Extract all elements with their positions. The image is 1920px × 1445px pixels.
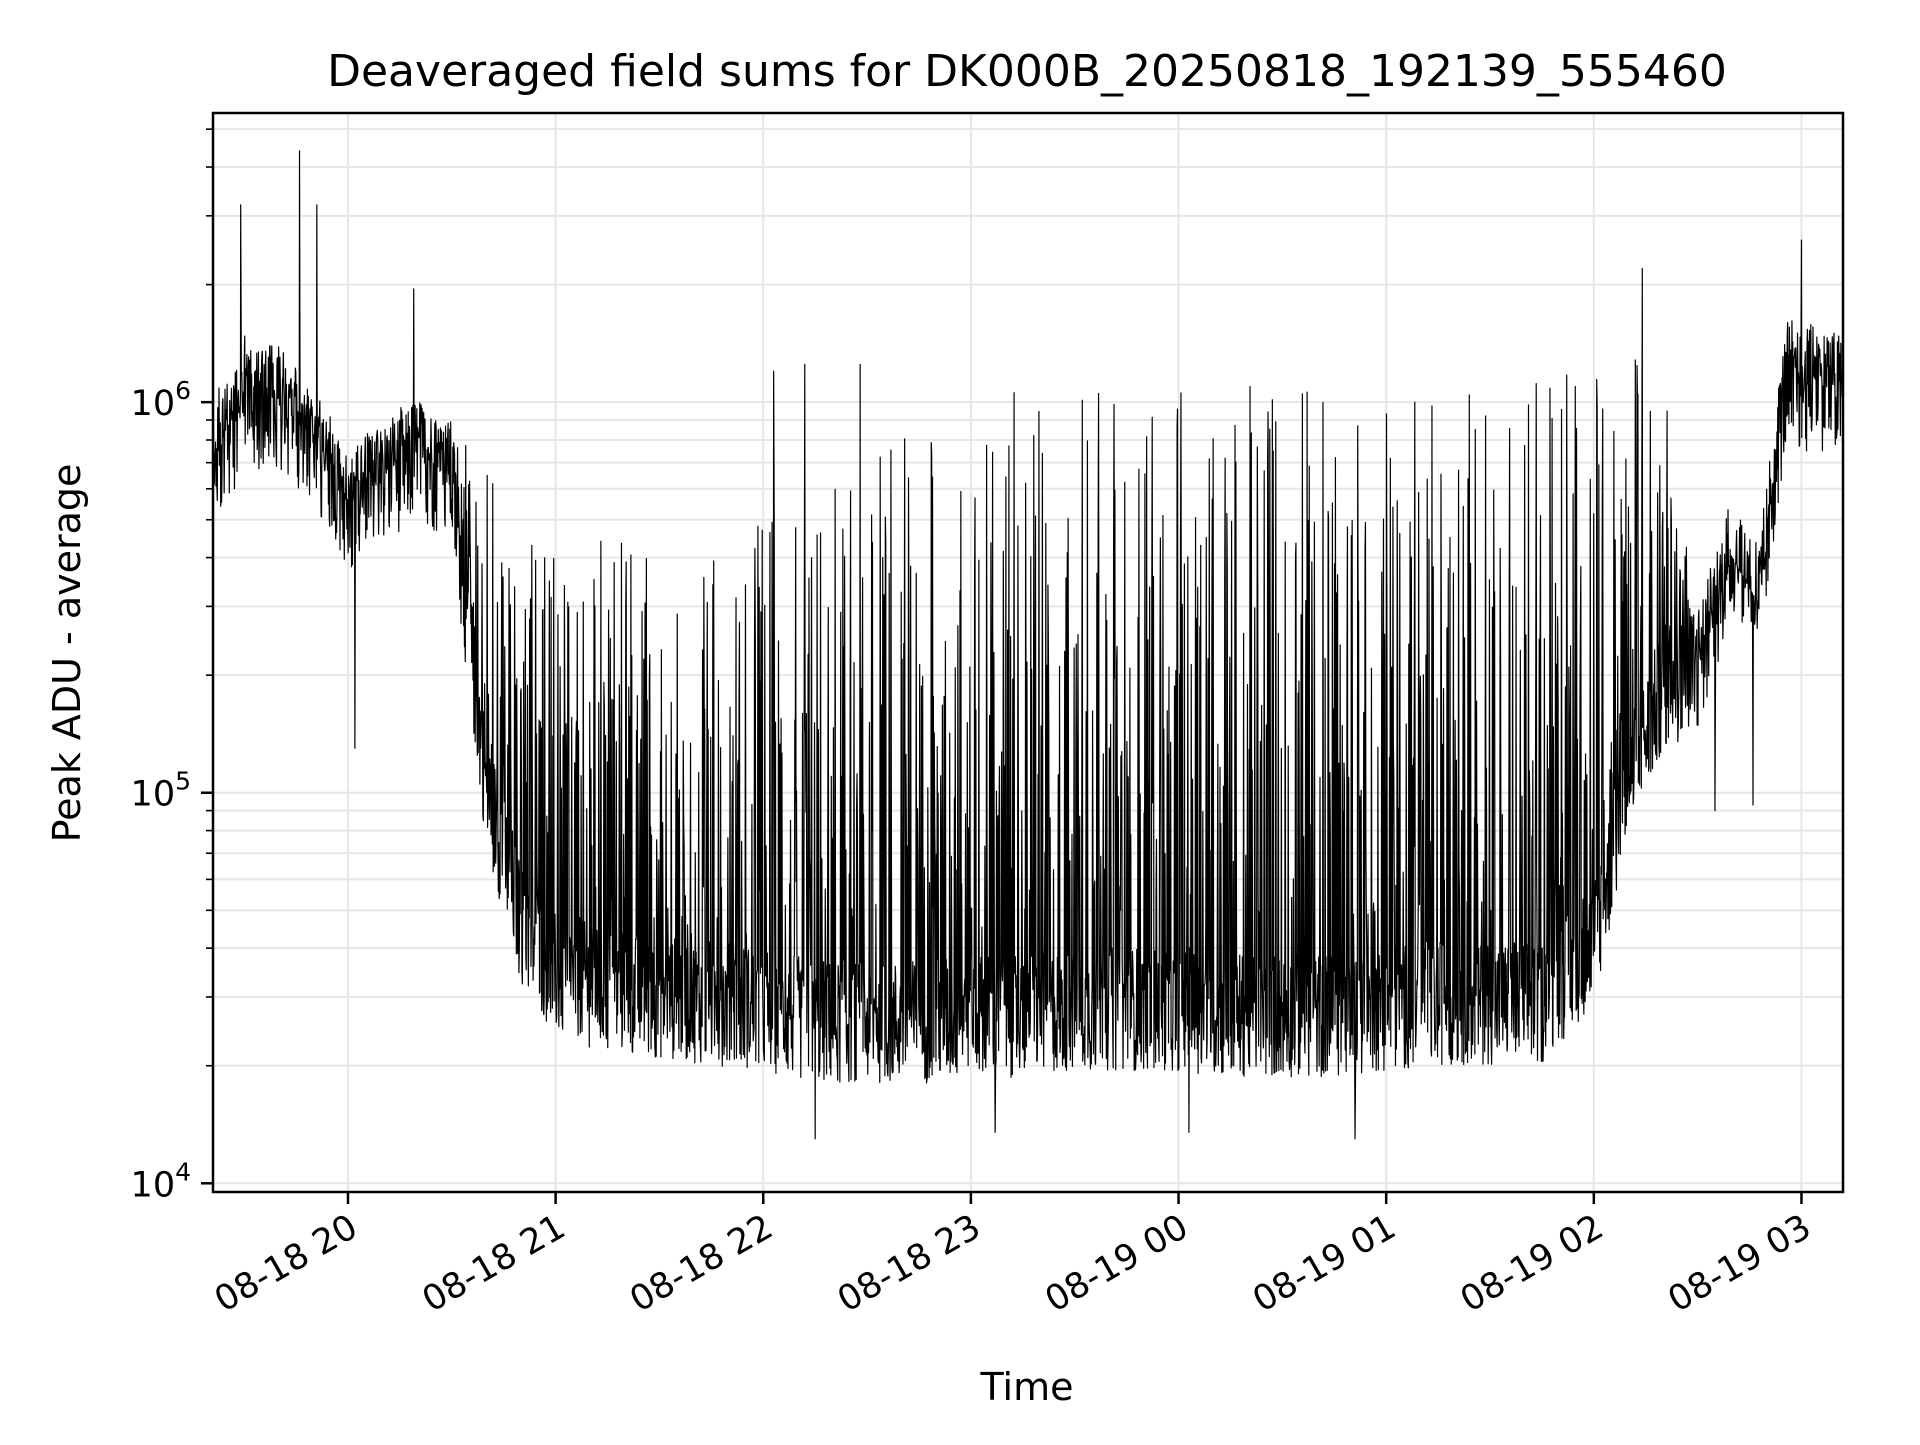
y-tick-label: 104 [131, 1157, 191, 1205]
axes-frame [211, 111, 1845, 1194]
y-tick-label: 105 [131, 767, 191, 815]
chart-title: Deaveraged field sums for DK000B_2025081… [327, 46, 1727, 97]
y-tick-label: 106 [131, 376, 191, 424]
x-axis-label: Time [980, 1365, 1074, 1409]
grid [213, 113, 1843, 1192]
series-line [212, 150, 1844, 1140]
plot-area [212, 150, 1844, 1140]
y-axis-label: Peak ADU - average [45, 464, 89, 843]
